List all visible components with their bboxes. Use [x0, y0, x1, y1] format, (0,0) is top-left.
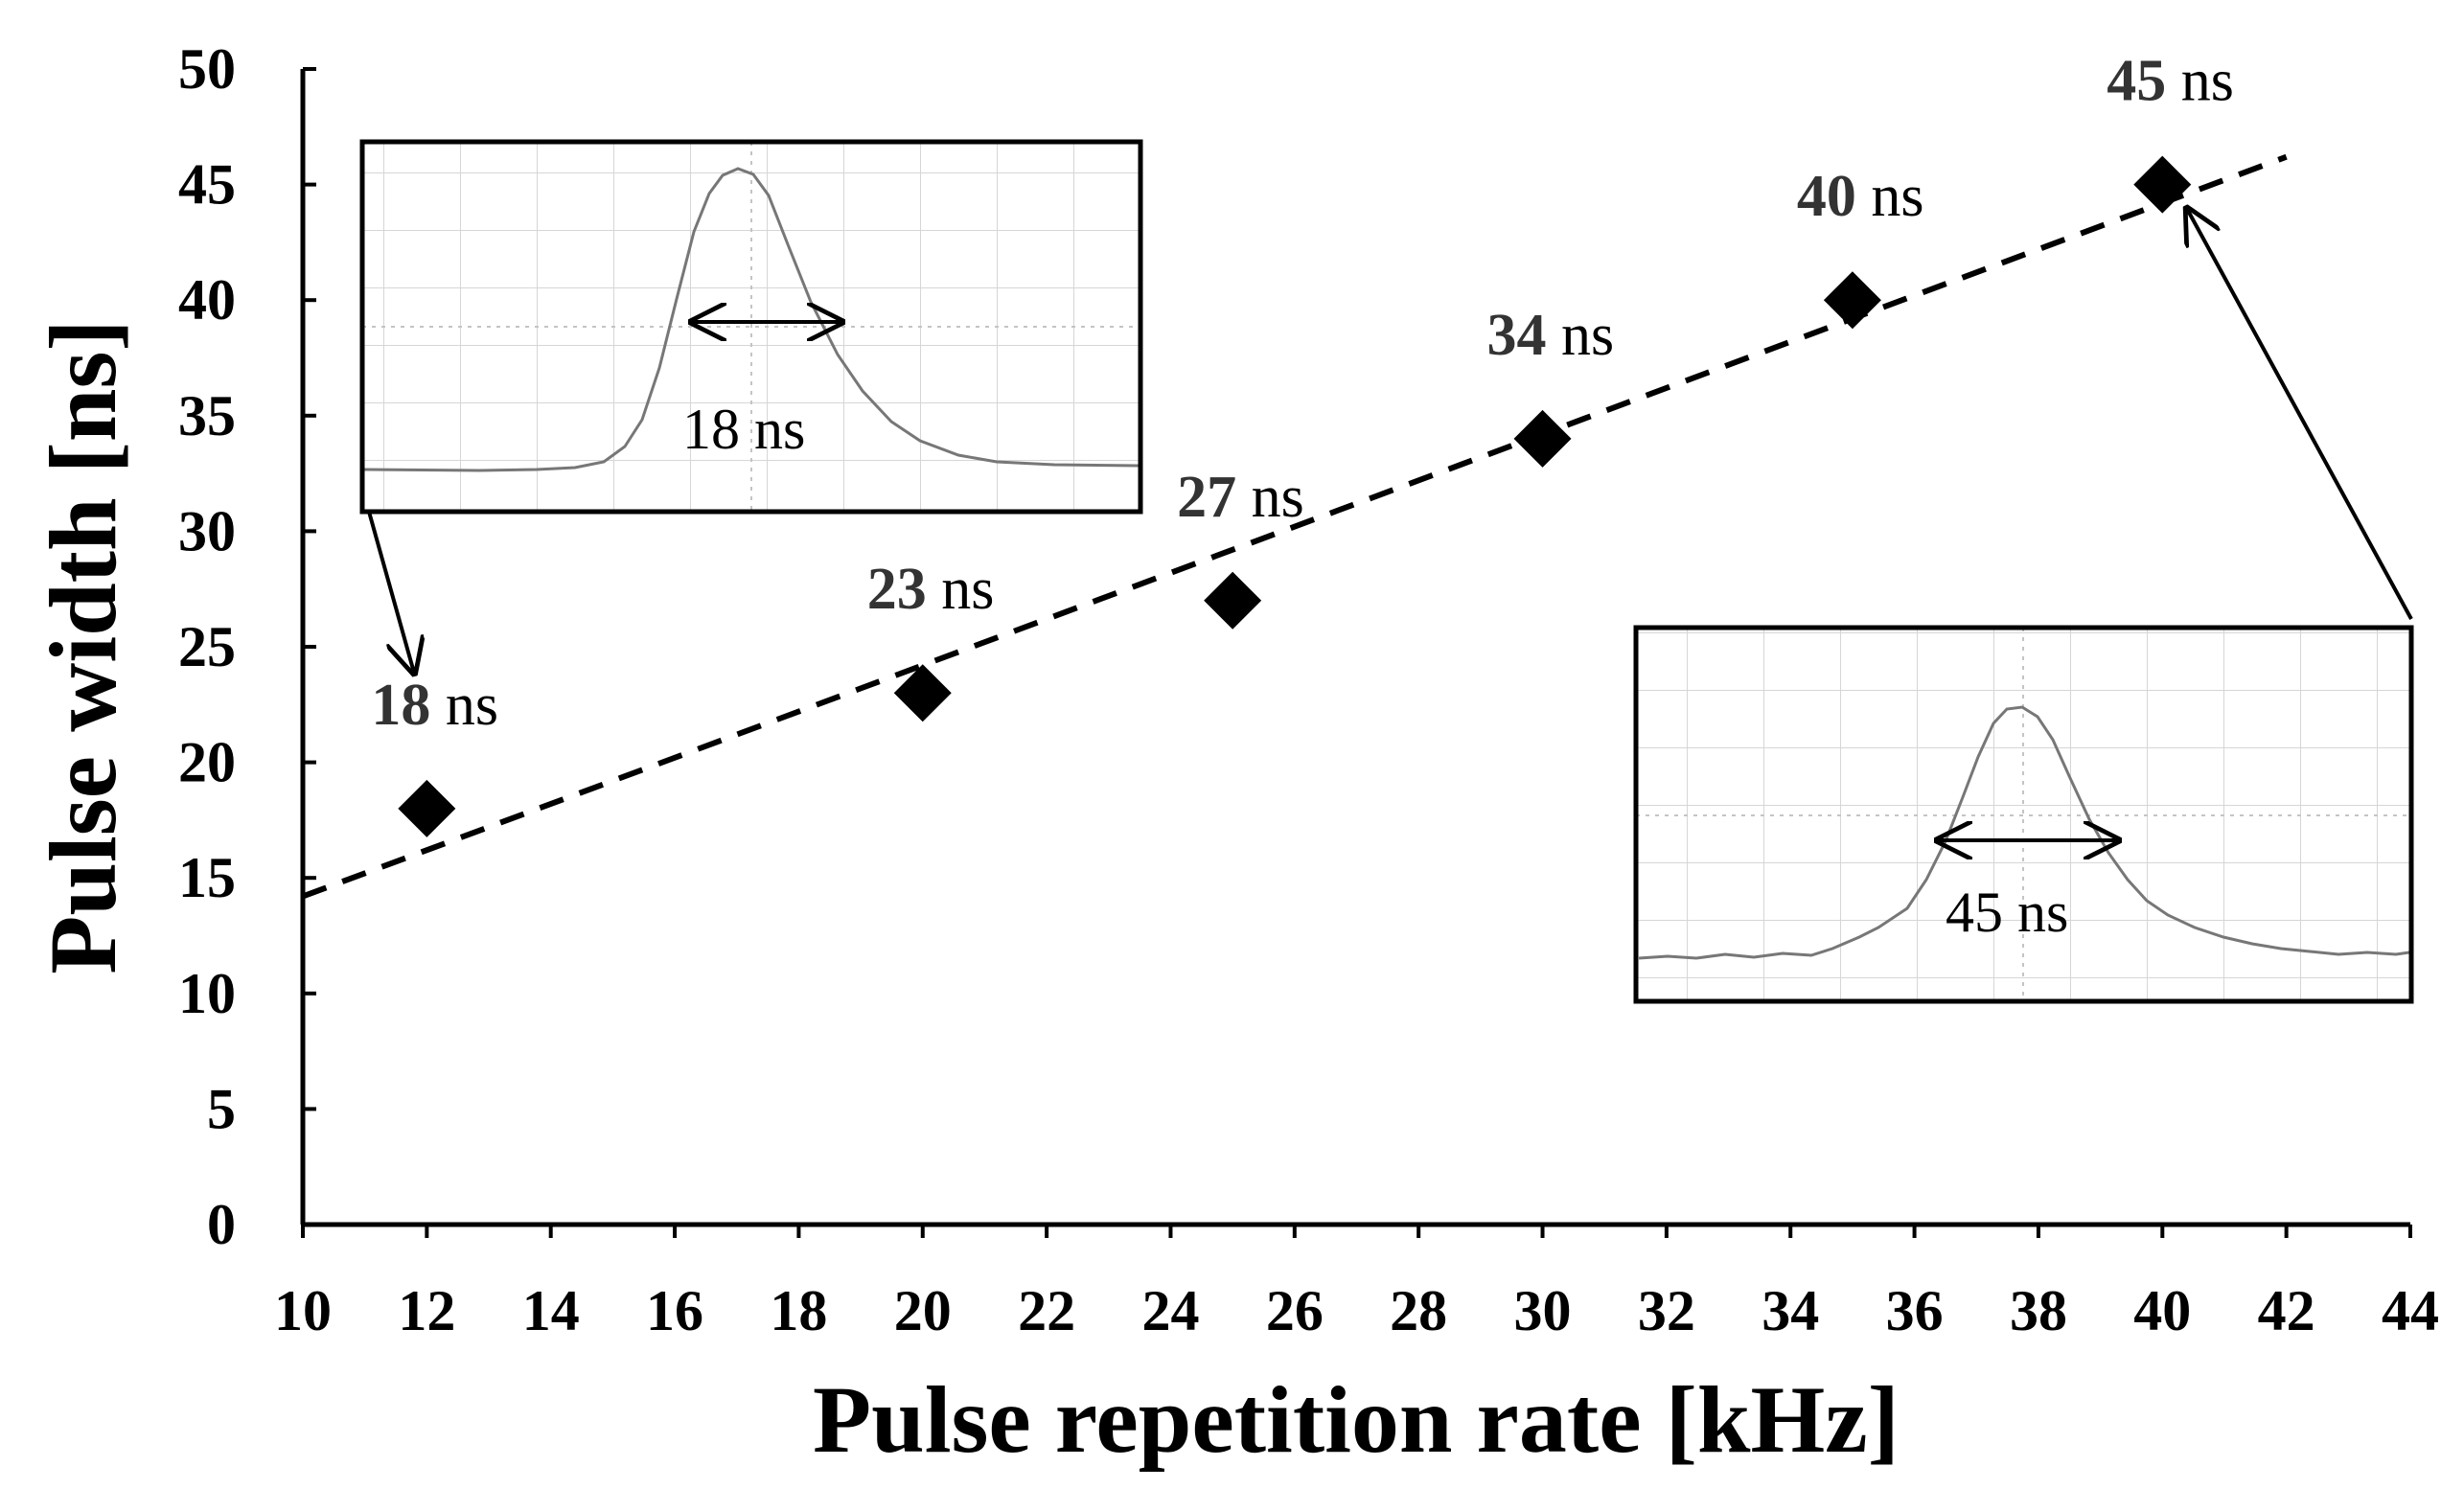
- data-point-unit: ns: [1856, 164, 1924, 229]
- inset-pulse-trace-12khz: 18 ns: [359, 139, 1143, 515]
- trendline: [301, 153, 2288, 900]
- data-point-value: 27: [1177, 465, 1236, 530]
- pulse-waveform-40khz: [1638, 705, 2410, 960]
- data-point-label: 23 ns: [867, 557, 995, 622]
- pulse-waveform-12khz: [363, 167, 1140, 472]
- data-point-unit: ns: [1547, 303, 1615, 368]
- data-point-marker: [1513, 409, 1572, 468]
- y-tick-label: 15: [178, 846, 236, 909]
- x-tick-label: 26: [1266, 1279, 1324, 1342]
- inset-label-40khz: 45 ns: [1946, 881, 2068, 944]
- inset-pulse-trace-40khz: 45 ns: [1633, 625, 2414, 1004]
- x-tick-label: 22: [1018, 1279, 1075, 1342]
- data-point-label: 27 ns: [1177, 465, 1304, 530]
- y-tick-label: 20: [178, 731, 236, 794]
- x-tick-label: 14: [522, 1279, 580, 1342]
- x-tick-label: 42: [2258, 1279, 2315, 1342]
- x-tick-label: 10: [274, 1279, 332, 1342]
- callout-arrow-40khz: [2187, 209, 2413, 620]
- data-point-label: 40 ns: [1797, 164, 1924, 229]
- x-tick-label: 34: [1762, 1279, 1819, 1342]
- x-tick-label: 20: [894, 1279, 952, 1342]
- y-tick-label: 25: [178, 615, 236, 678]
- inset-label-12khz: 18 ns: [682, 398, 805, 461]
- data-point-unit: ns: [430, 673, 498, 738]
- data-point-unit: ns: [1236, 465, 1304, 530]
- data-point-marker: [1204, 571, 1262, 630]
- x-axis-title: Pulse repetition rate [kHz]: [813, 1366, 1900, 1473]
- data-point-label: 34 ns: [1487, 303, 1615, 368]
- callout-arrow-12khz: [367, 511, 414, 673]
- data-point-unit: ns: [2166, 49, 2234, 114]
- x-tick-label: 18: [770, 1279, 827, 1342]
- y-tick-label: 40: [178, 268, 236, 332]
- x-tick-label: 44: [2382, 1279, 2439, 1342]
- data-point-value: 23: [867, 557, 927, 622]
- data-point-unit: ns: [927, 557, 995, 622]
- data-point-value: 34: [1487, 303, 1547, 368]
- data-point-marker: [1823, 271, 1881, 330]
- y-tick-label: 10: [178, 962, 236, 1025]
- x-tick-label: 12: [398, 1279, 455, 1342]
- x-tick-label: 24: [1141, 1279, 1199, 1342]
- data-point-label: 18 ns: [371, 673, 498, 738]
- x-tick-label: 36: [1886, 1279, 1944, 1342]
- data-point-marker: [398, 779, 456, 837]
- x-tick-label: 32: [1638, 1279, 1695, 1342]
- y-tick-label: 50: [178, 37, 236, 101]
- x-tick-label: 30: [1514, 1279, 1572, 1342]
- x-tick-label: 28: [1390, 1279, 1447, 1342]
- y-tick-label: 0: [207, 1193, 236, 1256]
- x-tick-label: 40: [2133, 1279, 2191, 1342]
- data-point-marker: [893, 664, 952, 722]
- y-axis-title: Pulse width [ns]: [30, 319, 136, 974]
- y-tick-label: 30: [178, 499, 236, 562]
- y-tick-label: 35: [178, 384, 236, 447]
- x-tick-label: 16: [646, 1279, 703, 1342]
- y-tick-label: 45: [178, 153, 236, 217]
- data-point-value: 40: [1797, 164, 1856, 229]
- y-tick-label: 5: [207, 1077, 236, 1140]
- data-point-label: 45 ns: [2107, 49, 2234, 114]
- data-point-value: 18: [371, 673, 430, 738]
- data-point-marker: [2133, 155, 2192, 214]
- x-tick-label: 38: [2010, 1279, 2067, 1342]
- data-point-value: 45: [2107, 49, 2166, 114]
